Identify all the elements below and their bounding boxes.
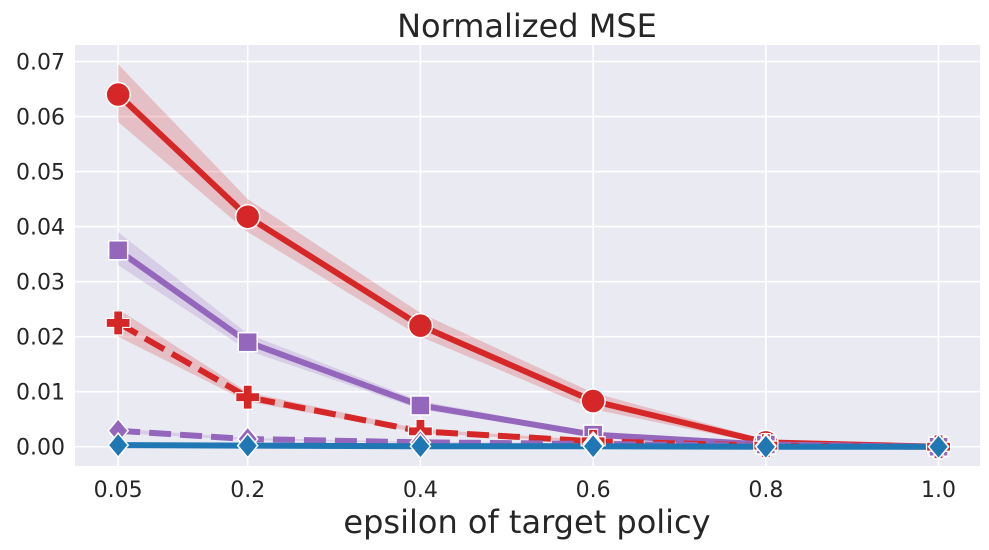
y-tick-labels: 0.00 0.01 0.02 0.03 0.04 0.05 0.06 0.07 (16, 51, 65, 461)
x-tick-label: 0.05 (94, 478, 143, 503)
data-point-diamond (927, 433, 950, 460)
x-tick-label: 0.2 (230, 478, 265, 503)
x-tick-label: 0.4 (403, 478, 438, 503)
data-point-plus (105, 310, 131, 336)
x-tick-label: 1.0 (921, 478, 956, 503)
data-point-diamond (754, 433, 777, 460)
y-tick-label: 0.02 (16, 326, 65, 351)
y-tick-label: 0.05 (16, 161, 65, 186)
x-tick-labels: 0.05 0.2 0.4 0.6 0.8 1.0 (94, 478, 956, 503)
data-point-circle (105, 81, 131, 108)
data-point-diamond (107, 431, 130, 459)
y-tick-label: 0.04 (16, 216, 65, 241)
x-tick-label: 0.6 (576, 478, 611, 503)
data-point-square (107, 240, 129, 261)
series-markers (105, 81, 952, 460)
data-point-plus (235, 384, 261, 410)
data-point-diamond (409, 433, 432, 460)
data-point-circle (407, 312, 434, 339)
data-point-circle (580, 388, 606, 414)
x-axis-label: epsilon of target policy (343, 503, 710, 541)
data-point-square (237, 331, 258, 353)
data-point-diamond (236, 432, 259, 459)
series-line (118, 442, 939, 450)
data-point-diamond (582, 433, 605, 460)
y-tick-label: 0.03 (16, 271, 65, 296)
data-point-square (410, 395, 431, 416)
plot-background (75, 45, 980, 466)
series-line (117, 427, 939, 450)
data-point-circle (234, 203, 261, 230)
y-tick-label: 0.06 (16, 106, 65, 131)
chart-title: Normalized MSE (397, 7, 657, 45)
grid (75, 45, 980, 466)
y-tick-label: 0.00 (16, 436, 65, 461)
y-tick-label: 0.01 (16, 381, 65, 406)
x-tick-label: 0.8 (748, 478, 783, 503)
series-lines (116, 92, 939, 450)
y-tick-label: 0.07 (16, 51, 65, 76)
